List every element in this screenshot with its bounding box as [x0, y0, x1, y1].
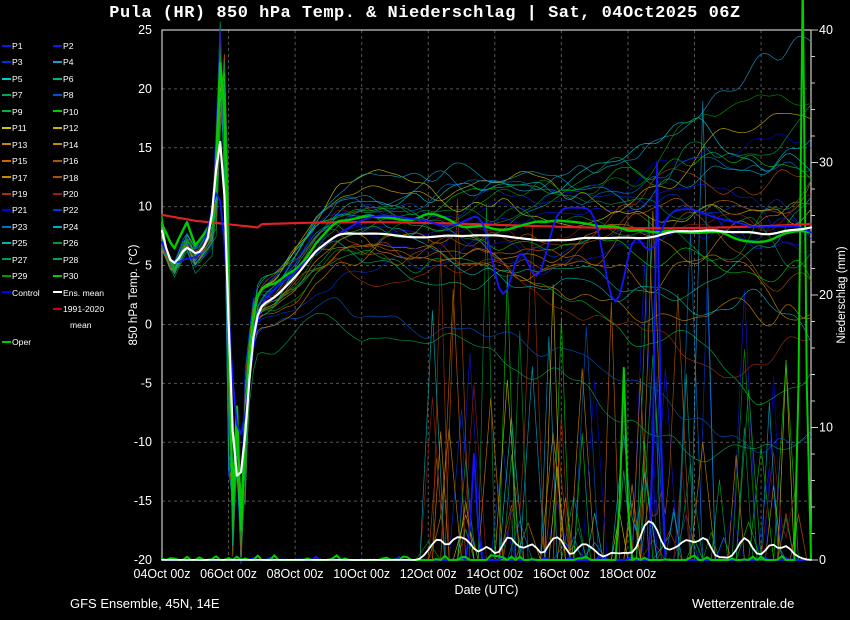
svg-text:40: 40	[819, 23, 833, 37]
svg-text:Date (UTC): Date (UTC)	[455, 583, 519, 597]
svg-text:08Oct 00z: 08Oct 00z	[267, 567, 324, 581]
svg-text:18Oct 00z: 18Oct 00z	[599, 567, 656, 581]
svg-text:14Oct 00z: 14Oct 00z	[466, 567, 523, 581]
svg-text:04Oct 00z: 04Oct 00z	[134, 567, 191, 581]
svg-text:30: 30	[819, 156, 833, 170]
svg-text:Niederschlag (mm): Niederschlag (mm)	[836, 246, 848, 343]
svg-text:-20: -20	[134, 553, 152, 567]
svg-text:0: 0	[145, 317, 152, 331]
svg-text:-5: -5	[141, 376, 152, 390]
svg-text:10Oct 00z: 10Oct 00z	[333, 567, 390, 581]
svg-text:25: 25	[138, 23, 152, 37]
svg-text:-10: -10	[134, 435, 152, 449]
svg-text:12Oct 00z: 12Oct 00z	[400, 567, 457, 581]
svg-text:20: 20	[138, 82, 152, 96]
svg-text:-15: -15	[134, 494, 152, 508]
svg-text:06Oct 00z: 06Oct 00z	[200, 567, 257, 581]
svg-text:20: 20	[819, 288, 833, 302]
svg-text:850 hPa Temp. (°C): 850 hPa Temp. (°C)	[128, 244, 140, 345]
svg-text:16Oct 00z: 16Oct 00z	[533, 567, 590, 581]
svg-text:10: 10	[138, 200, 152, 214]
svg-text:10: 10	[819, 421, 833, 435]
svg-text:0: 0	[819, 553, 826, 567]
svg-text:15: 15	[138, 141, 152, 155]
svg-text:5: 5	[145, 259, 152, 273]
